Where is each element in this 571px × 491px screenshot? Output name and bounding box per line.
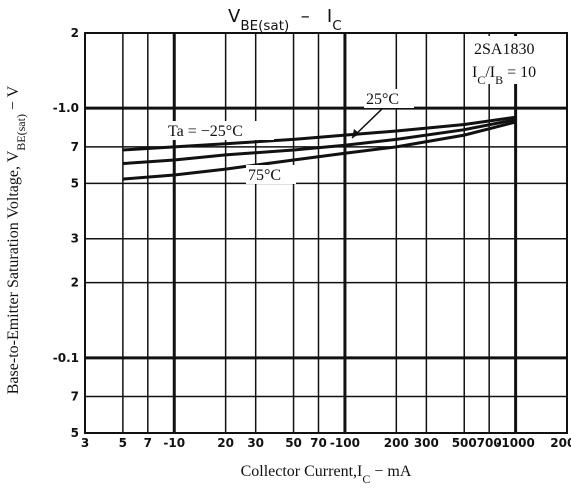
y-tick-label: 7 [71, 390, 79, 404]
chart-title-part: C [332, 18, 341, 34]
current-ratio: IC/IB = 10 [472, 64, 536, 87]
y-axis-label-part: BE(sat) [14, 114, 28, 151]
y-tick-label: -1.0 [53, 101, 79, 115]
series-label: 75°C [248, 167, 281, 184]
current-ratio-part: I [472, 64, 477, 81]
x-tick-label: 5 [119, 436, 127, 450]
y-tick-label: -0.1 [53, 351, 79, 365]
x-tick-label: 50 [285, 436, 302, 450]
label-bg [166, 121, 274, 140]
x-tick-label: 7 [144, 436, 152, 450]
x-tick-label: 2000 [550, 436, 571, 450]
series-label: 25°C [366, 91, 399, 108]
y-tick-label: 7 [71, 140, 79, 154]
x-tick-label: 500 [452, 436, 477, 450]
chart-title-part: – I [289, 6, 332, 27]
y-tick-label: 5 [71, 426, 79, 440]
part-number-part: 2SA1830 [474, 41, 534, 58]
series-label: Ta = −25°C [168, 123, 243, 140]
x-tick-label: -10 [163, 436, 185, 450]
x-tick-label: -100 [330, 436, 360, 450]
plot-frame [84, 32, 568, 434]
y-tick-label: 3 [71, 232, 79, 246]
label-bg [364, 89, 414, 108]
x-tick-label: 70 [310, 436, 327, 450]
x-axis-label-part: C [362, 472, 370, 486]
part-number: 2SA1830 [474, 41, 534, 58]
y-axis-label-part: − V [5, 85, 22, 114]
current-ratio-part: C [477, 73, 485, 87]
y-axis-label: Base-to-Emitter Saturation Voltage, VBE(… [5, 85, 28, 394]
x-tick-label: 30 [247, 436, 264, 450]
x-tick-label: 20 [217, 436, 234, 450]
y-axis-label-part: Base-to-Emitter Saturation Voltage, V [5, 150, 22, 394]
x-axis-label: Collector Current,IC − mA [241, 463, 412, 486]
x-tick-label: 200 [384, 436, 409, 450]
series-line [122, 120, 516, 181]
x-tick-label: 300 [414, 436, 439, 450]
title-bg [200, 0, 430, 31]
y-tick-label: 2 [71, 26, 79, 40]
current-ratio-part: = 10 [503, 64, 536, 81]
current-ratio-part: /I [485, 64, 495, 81]
y-tick-label: 5 [71, 176, 79, 190]
x-tick-label: 3 [81, 436, 89, 450]
chart-title-part: BE(sat) [240, 18, 289, 34]
y-tick-label: 2 [71, 276, 79, 290]
label-bg [246, 165, 296, 184]
x-tick-label: -1000 [496, 436, 534, 450]
series-line [122, 118, 516, 166]
x-axis-label-part: Collector Current,I [241, 463, 363, 480]
current-ratio-part: B [495, 73, 503, 87]
chart-title: VBE(sat) – IC [228, 6, 342, 34]
x-axis-label-part: − mA [370, 463, 411, 480]
chart-title-part: V [228, 6, 241, 27]
series-line [122, 115, 516, 152]
note-bg [466, 36, 566, 84]
x-tick-label: 700 [477, 436, 502, 450]
